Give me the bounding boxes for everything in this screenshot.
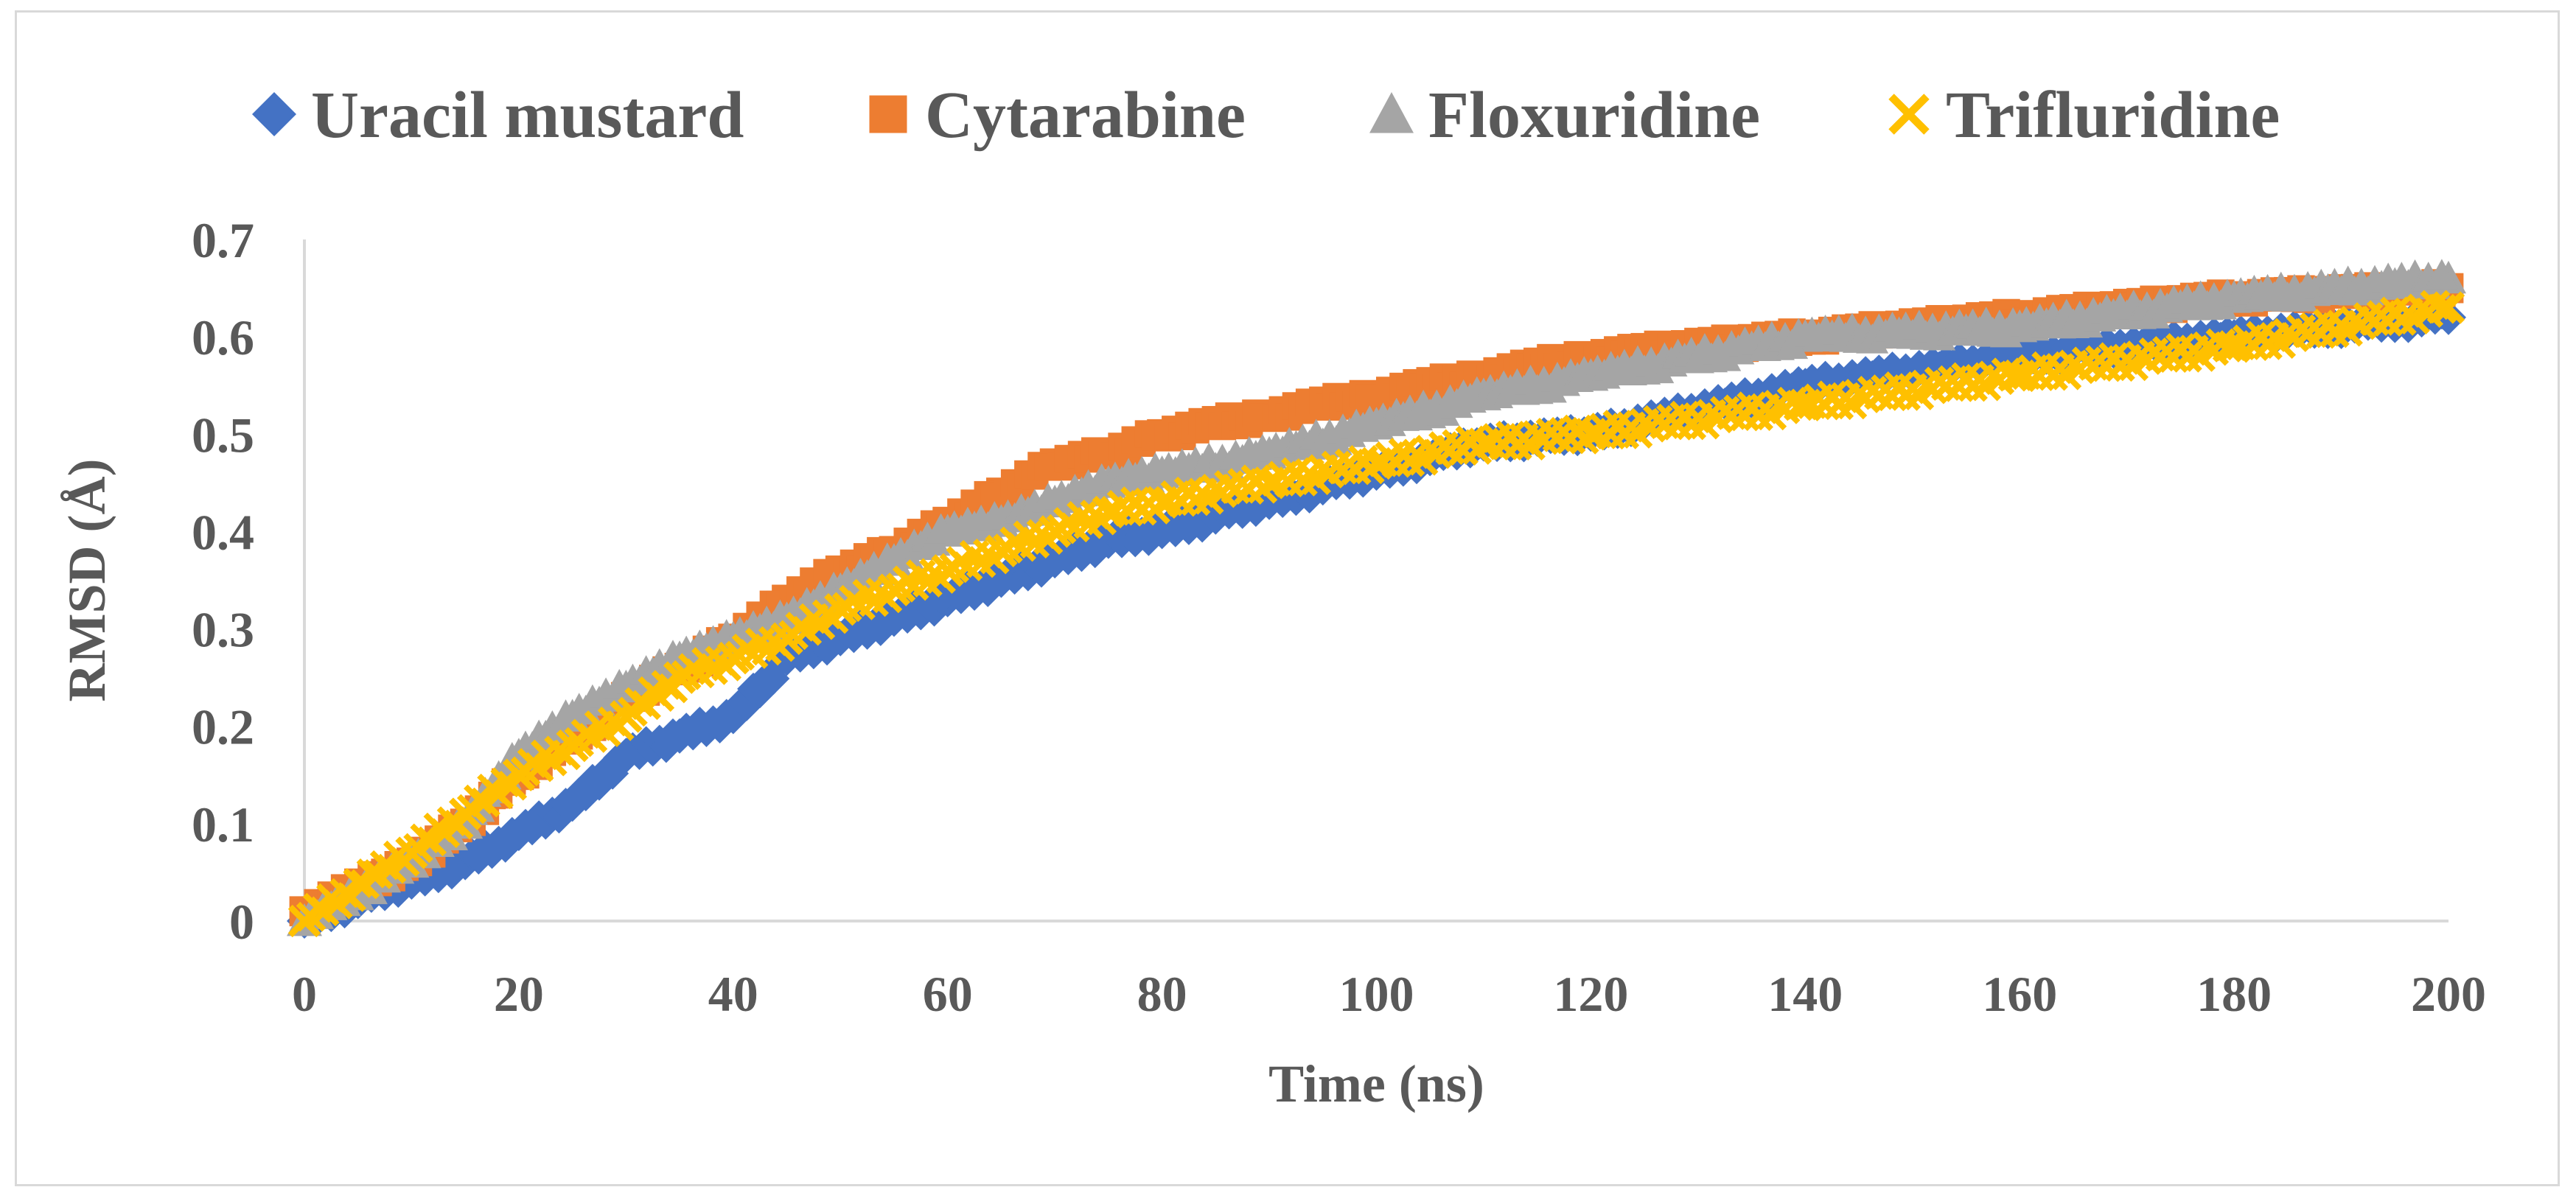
legend-marker <box>1888 94 1930 135</box>
y-tick-label: 0.3 <box>192 602 254 658</box>
x-tick-label: 60 <box>923 966 973 1022</box>
data-point <box>2426 293 2457 324</box>
x-tick-label: 140 <box>1767 966 1843 1022</box>
y-tick-label: 0.2 <box>192 699 254 755</box>
legend-marker <box>252 92 296 136</box>
y-tick-label: 0 <box>229 894 254 950</box>
axes <box>303 239 2448 922</box>
legend-label: Uracil mustard <box>311 79 744 152</box>
x-tick-label: 20 <box>494 966 544 1022</box>
y-tick-label: 0.1 <box>192 796 254 852</box>
data-point <box>1140 494 1170 525</box>
plot-area <box>287 259 2466 939</box>
legend-label: Floxuridine <box>1428 79 1760 152</box>
y-tick-label: 0.7 <box>192 212 254 268</box>
legend-marker <box>869 95 907 133</box>
x-tick-label: 120 <box>1553 966 1628 1022</box>
legend-item: Trifluridine <box>1888 79 2280 152</box>
x-tick-label: 0 <box>292 966 317 1022</box>
x-tick-label: 100 <box>1339 966 1414 1022</box>
legend-label: Cytarabine <box>925 79 1246 152</box>
legend-marker <box>1369 92 1414 133</box>
y-tick-label: 0.4 <box>192 504 254 560</box>
y-tick-label: 0.5 <box>192 407 254 463</box>
chart-frame <box>15 10 2560 1186</box>
x-tick-label: 40 <box>708 966 758 1022</box>
legend-item: Floxuridine <box>1369 79 1760 152</box>
y-tick-label: 0.6 <box>192 309 254 365</box>
legend-label: Trifluridine <box>1946 79 2280 152</box>
x-tick-label: 80 <box>1137 966 1187 1022</box>
x-axis-title: Time (ns) <box>1268 1054 1484 1113</box>
x-tick-label: 200 <box>2411 966 2486 1022</box>
legend: Uracil mustard Cytarabine Floxuridine Trifl… <box>252 79 2280 152</box>
series-trifluridine <box>287 290 2465 938</box>
y-axis-title: RMSD (Å) <box>57 459 116 702</box>
x-tick-label: 180 <box>2196 966 2272 1022</box>
legend-item: Cytarabine <box>869 79 1246 152</box>
x-tick-label: 160 <box>1982 966 2057 1022</box>
series-floxuridine <box>287 259 2466 936</box>
y-tick-labels: 0 0.1 0.2 0.3 0.4 0.5 0.6 0.7 <box>192 212 254 950</box>
data-point <box>2425 259 2458 290</box>
legend-item: Uracil mustard <box>252 79 744 152</box>
x-tick-labels: 0 20 40 60 80 100 120 140 160 180 200 <box>292 966 2486 1022</box>
